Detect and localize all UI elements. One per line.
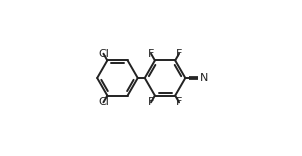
Text: Cl: Cl bbox=[98, 49, 109, 59]
Text: Cl: Cl bbox=[98, 97, 109, 107]
Text: F: F bbox=[176, 49, 182, 59]
Text: F: F bbox=[148, 97, 154, 107]
Text: F: F bbox=[148, 49, 154, 59]
Text: F: F bbox=[176, 97, 182, 107]
Text: N: N bbox=[200, 73, 208, 83]
